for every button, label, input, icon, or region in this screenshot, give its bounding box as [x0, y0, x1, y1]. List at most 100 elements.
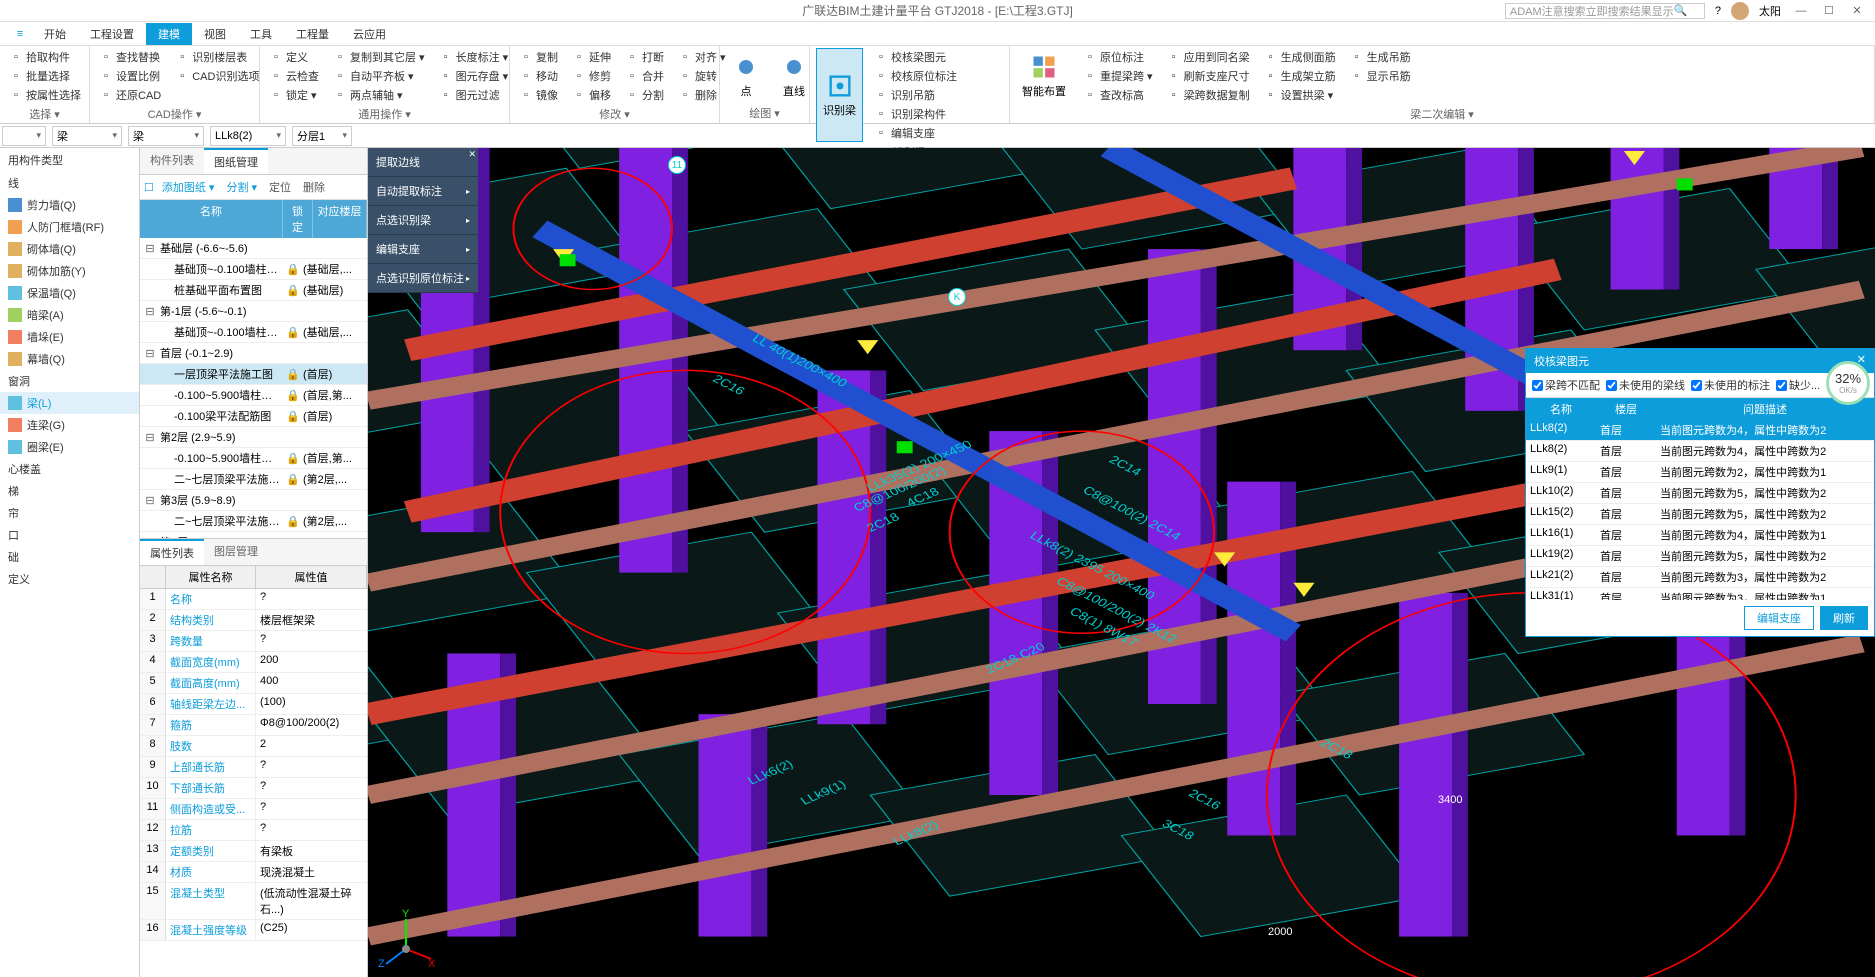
ribbon-btn[interactable]: ▫批量选择 [6, 67, 84, 85]
sidebar-item[interactable]: 砌体加筋(Y) [0, 260, 139, 282]
ribbon-btn[interactable]: ▫生成侧面筋 [1261, 48, 1339, 66]
title-search[interactable]: ADAM注意搜索立即搜索结果显示🔍 [1505, 3, 1705, 19]
property-row[interactable]: 16混凝土强度等级(C25) [140, 920, 367, 941]
property-row[interactable]: 5截面高度(mm)400 [140, 673, 367, 694]
property-row[interactable]: 6轴线距梁左边...(100) [140, 694, 367, 715]
ribbon-btn[interactable]: ▫拾取构件 [6, 48, 84, 66]
edit-support-button[interactable]: 编辑支座 [1744, 606, 1814, 630]
add-drawing-button[interactable]: 添加图纸 ▾ [158, 178, 219, 196]
property-row[interactable]: 11侧面构造或受...? [140, 799, 367, 820]
tree-row[interactable]: -0.100梁平法配筋图🔒(首层) [140, 406, 367, 427]
property-row[interactable]: 3跨数量? [140, 631, 367, 652]
ribbon-group-label[interactable]: 绘图 ▾ [726, 103, 803, 121]
app-menu-icon[interactable]: ≡ [8, 28, 32, 40]
dropdown[interactable]: 梁▾ [128, 126, 204, 146]
property-row[interactable]: 2结构类别楼层框架梁 [140, 610, 367, 631]
tree-row[interactable]: ⊟首层 (-0.1~2.9) [140, 343, 367, 364]
tree-row[interactable]: 基础顶~-0.100墙柱平...🔒(基础层,... [140, 322, 367, 343]
minimize-button[interactable]: — [1791, 3, 1811, 19]
ribbon-btn[interactable]: ▫刷新支座尺寸 [1164, 67, 1253, 85]
ribbon-btn[interactable]: 点 [726, 48, 766, 103]
sidebar-item[interactable]: 口 [0, 524, 139, 546]
ribbon-btn[interactable]: ▫偏移 [569, 86, 614, 104]
ribbon-btn[interactable]: ▫生成架立筋 [1261, 67, 1339, 85]
ribbon-btn[interactable]: ▫定义 [266, 48, 322, 66]
sidebar-item[interactable]: 梁(L) [0, 392, 139, 414]
ribbon-btn[interactable]: ▫两点辅轴 ▾ [330, 86, 428, 104]
ribbon-group-label[interactable]: 选择 ▾ [6, 104, 83, 122]
validation-row[interactable]: LLk9(1)首层当前图元跨数为2，属性中跨数为1 [1526, 462, 1874, 483]
float-menu-item[interactable]: 点选识别梁▸ [368, 206, 478, 235]
tree-row[interactable]: -0.100~5.900墙柱平面...🔒(首层,第... [140, 448, 367, 469]
ribbon-btn[interactable]: ▫查找替换 [96, 48, 164, 66]
sidebar-item[interactable]: 幕墙(Q) [0, 348, 139, 370]
filter-checkbox[interactable]: 梁跨不匹配 [1532, 377, 1600, 393]
ribbon-btn[interactable]: ▫校核原位标注 [871, 67, 960, 85]
delete-button[interactable]: 删除 [299, 178, 329, 196]
sidebar-item[interactable]: 圈梁(E) [0, 436, 139, 458]
maximize-button[interactable]: ☐ [1819, 3, 1839, 19]
ribbon-btn[interactable]: ▫梁跨数据复制 [1164, 86, 1253, 104]
tree-row[interactable]: 桩基础平面布置图🔒(基础层) [140, 280, 367, 301]
tab-component-list[interactable]: 构件列表 [140, 148, 204, 174]
ribbon-btn[interactable]: ▫生成吊筋 [1347, 48, 1414, 66]
avatar[interactable] [1731, 2, 1749, 20]
tree-row[interactable]: ⊟第-1层 (-5.6~-0.1) [140, 301, 367, 322]
property-row[interactable]: 14材质现浇混凝土 [140, 862, 367, 883]
menu-工程设置[interactable]: 工程设置 [78, 23, 146, 45]
sidebar-item[interactable]: 线 [0, 172, 139, 194]
ribbon-btn[interactable]: ▫还原CAD [96, 86, 164, 104]
split-button[interactable]: 分割 ▾ [222, 178, 261, 196]
ribbon-btn[interactable]: ▫重提梁跨 ▾ [1080, 67, 1156, 85]
ribbon-btn[interactable]: ▫修剪 [569, 67, 614, 85]
close-button[interactable]: ✕ [1847, 3, 1867, 19]
sidebar-item[interactable]: 连梁(G) [0, 414, 139, 436]
ribbon-btn[interactable]: ▫按属性选择 [6, 86, 84, 104]
property-row[interactable]: 7箍筋Φ8@100/200(2) [140, 715, 367, 736]
float-menu-item[interactable]: 点选识别原位标注▸ [368, 264, 478, 293]
ribbon-btn[interactable]: ▫长度标注 ▾ [436, 48, 512, 66]
ribbon-btn[interactable]: 直线 [774, 48, 814, 103]
ribbon-identify-beam[interactable]: 识别梁 [816, 48, 863, 142]
sidebar-item[interactable]: 础 [0, 546, 139, 568]
ribbon-group-label[interactable]: 通用操作 ▾ [266, 104, 503, 122]
ribbon-btn[interactable]: ▫识别梁构件 [871, 105, 960, 123]
sidebar-item[interactable]: 窗洞 [0, 370, 139, 392]
ribbon-btn[interactable]: ▫图元过滤 [436, 86, 512, 104]
tree-row[interactable]: -0.100~5.900墙柱平面...🔒(首层,第... [140, 385, 367, 406]
validation-row[interactable]: LLk19(2)首层当前图元跨数为5，属性中跨数为2 [1526, 546, 1874, 567]
property-row[interactable]: 4截面宽度(mm)200 [140, 652, 367, 673]
ribbon-btn[interactable]: ▫合并 [622, 67, 667, 85]
ribbon-btn[interactable]: ▫分割 [622, 86, 667, 104]
sidebar-item[interactable]: 人防门框墙(RF) [0, 216, 139, 238]
menu-视图[interactable]: 视图 [192, 23, 238, 45]
tree-row[interactable]: ⊟基础层 (-6.6~-5.6) [140, 238, 367, 259]
validation-row[interactable]: LLk8(2)首层当前图元跨数为4，属性中跨数为2 [1526, 441, 1874, 462]
ribbon-btn[interactable]: ▫CAD识别选项 [172, 67, 262, 85]
float-menu-item[interactable]: 提取边线 [368, 148, 478, 177]
sidebar-item[interactable]: 定义 [0, 568, 139, 590]
float-menu-item[interactable]: 自动提取标注▸ [368, 177, 478, 206]
ribbon-btn[interactable]: ▫识别吊筋 [871, 86, 960, 104]
validation-row[interactable]: LLk16(1)首层当前图元跨数为4，属性中跨数为1 [1526, 525, 1874, 546]
ribbon-group-label[interactable]: 修改 ▾ [516, 104, 713, 122]
tree-row[interactable]: 基础顶~-0.100墙柱平...🔒(基础层,... [140, 259, 367, 280]
ribbon-smart-layout[interactable]: 智能布置 [1016, 48, 1072, 104]
validation-row[interactable]: LLk8(2)首层当前图元跨数为4，属性中跨数为2 [1526, 420, 1874, 441]
tree-row[interactable]: 一层顶梁平法施工图🔒(首层) [140, 364, 367, 385]
ribbon-btn[interactable]: ▫原位标注 [1080, 48, 1156, 66]
ribbon-btn[interactable]: ▫打断 [622, 48, 667, 66]
ribbon-btn[interactable]: ▫图元存盘 ▾ [436, 67, 512, 85]
ribbon-btn[interactable]: ▫云检查 [266, 67, 322, 85]
sidebar-item[interactable]: 暗梁(A) [0, 304, 139, 326]
property-row[interactable]: 15混凝土类型(低流动性混凝土碎石...) [140, 883, 367, 920]
tab-drawing-mgmt[interactable]: 图纸管理 [204, 148, 268, 174]
validation-row[interactable]: LLk10(2)首层当前图元跨数为5，属性中跨数为2 [1526, 483, 1874, 504]
ribbon-btn[interactable]: ▫设置比例 [96, 67, 164, 85]
dropdown[interactable]: 梁▾ [52, 126, 122, 146]
ribbon-btn[interactable]: ▫应用到同名梁 [1164, 48, 1253, 66]
filter-checkbox[interactable]: 未使用的梁线 [1606, 377, 1685, 393]
tree-row[interactable]: ⊟第3层 (5.9~8.9) [140, 490, 367, 511]
ribbon-btn[interactable]: ▫显示吊筋 [1347, 67, 1414, 85]
property-row[interactable]: 8肢数2 [140, 736, 367, 757]
